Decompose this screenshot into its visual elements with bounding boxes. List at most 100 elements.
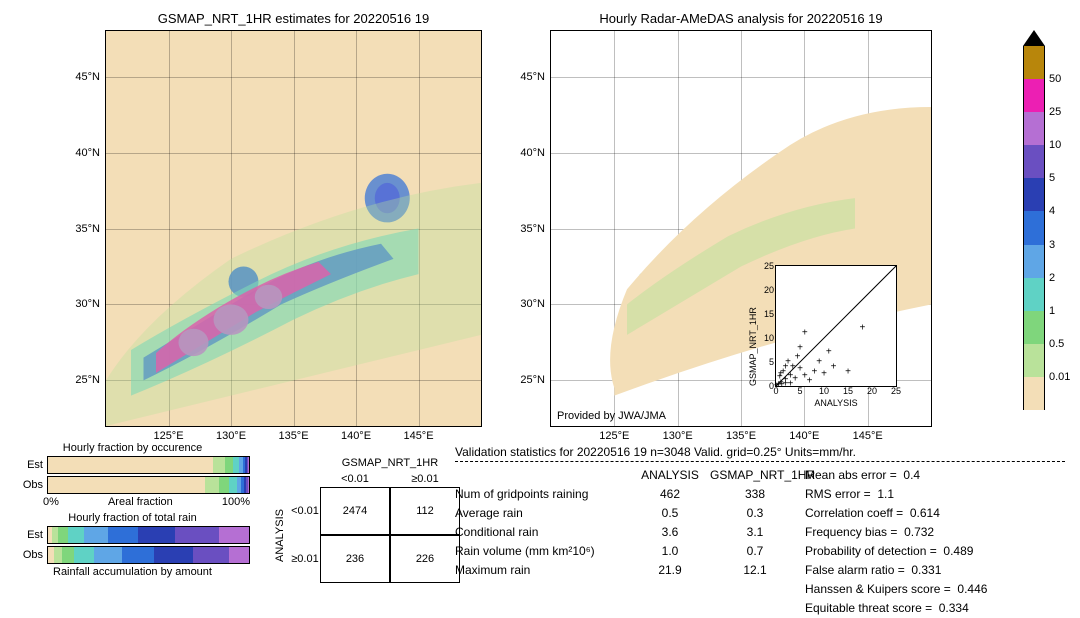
stat-label: Equitable threat score = [805, 601, 932, 615]
hourly-fraction-panel: Hourly fraction by occurence Est Obs 0% Area… [15, 442, 250, 580]
x-tick: 130°E [663, 426, 693, 442]
ct-cell: 2474 [320, 487, 390, 535]
stat-label: Mean abs error = [805, 468, 897, 482]
contingency-table: GSMAP_NRT_1HR<0.01≥0.01ANALYSIS<0.012474… [270, 455, 460, 583]
ct-col-label: ≥0.01 [411, 473, 438, 485]
stat-label: Num of gridpoints raining [455, 485, 630, 504]
y-tick: 40°N [520, 147, 551, 159]
y-tick: 25°N [520, 374, 551, 386]
stat-label: Hanssen & Kuipers score = [805, 582, 951, 596]
accum-title: Rainfall accumulation by amount [15, 566, 250, 578]
stat-value: 0.732 [904, 525, 934, 539]
col-header-analysis: ANALYSIS [630, 466, 710, 485]
legend-tick: 0.01 [1049, 371, 1070, 383]
stat-value: 0.489 [943, 544, 973, 558]
legend-swatch [1023, 112, 1045, 145]
legend-swatch [1023, 79, 1045, 112]
map-left: GSMAP_NRT_1HR estimates for 20220516 192… [105, 30, 482, 427]
table-row: Conditional rain3.63.1 [455, 523, 805, 542]
stat-label: Frequency bias = [805, 525, 897, 539]
y-tick: 25°N [75, 374, 106, 386]
stat-value: 0.334 [939, 601, 969, 615]
legend-arrow-icon [1023, 30, 1045, 46]
legend-swatch [1023, 377, 1045, 410]
stat-value: 12.1 [710, 561, 800, 580]
fraction-bar [47, 526, 250, 544]
stat-value: 1.0 [630, 542, 710, 561]
table-row: Correlation coeff = 0.614 [805, 504, 1065, 523]
row-label: Obs [15, 549, 47, 561]
ct-col-title: GSMAP_NRT_1HR [342, 457, 438, 469]
table-row: RMS error = 1.1 [805, 485, 1065, 504]
ct-cell: 112 [390, 487, 460, 535]
table-row: Hanssen & Kuipers score = 0.446 [805, 580, 1065, 599]
legend-swatch [1023, 344, 1045, 377]
legend-swatch [1023, 145, 1045, 178]
ct-cell: 226 [390, 535, 460, 583]
stat-value: 0.614 [910, 506, 940, 520]
pct-label: 100% [222, 496, 250, 508]
legend-tick: 50 [1049, 73, 1061, 85]
ct-row-label: <0.01 [291, 505, 319, 517]
y-tick: 45°N [520, 71, 551, 83]
occ-title: Hourly fraction by occurence [15, 442, 250, 454]
validation-stats: Validation statistics for 20220516 19 n=… [455, 445, 1065, 618]
stat-label: Correlation coeff = [805, 506, 903, 520]
stat-value: 0.4 [903, 468, 920, 482]
stat-value: 462 [630, 485, 710, 504]
map-title: Hourly Radar-AMeDAS analysis for 2022051… [551, 11, 931, 26]
rain-title: Hourly fraction of total rain [15, 512, 250, 524]
attribution: Provided by JWA/JMA [557, 410, 666, 422]
pct-label: 0% [43, 496, 59, 508]
stat-value: 0.331 [911, 563, 941, 577]
legend-tick: 3 [1049, 239, 1055, 251]
legend-tick: 0.5 [1049, 338, 1064, 350]
legend-swatch [1023, 46, 1045, 79]
row-label: Obs [15, 479, 47, 491]
stats-left-col: ANALYSIS GSMAP_NRT_1HR Num of gridpoints… [455, 466, 805, 618]
legend-swatch [1023, 211, 1045, 244]
table-row: Maximum rain21.912.1 [455, 561, 805, 580]
x-tick: 125°E [153, 426, 183, 442]
stat-value: 338 [710, 485, 800, 504]
y-tick: 40°N [75, 147, 106, 159]
col-header-gsmap: GSMAP_NRT_1HR [710, 466, 800, 485]
areal-label: Areal fraction [108, 496, 173, 508]
ct-cell: 236 [320, 535, 390, 583]
x-tick: 140°E [789, 426, 819, 442]
stat-value: 0.446 [957, 582, 987, 596]
table-row: False alarm ratio = 0.331 [805, 561, 1065, 580]
stat-value: 3.1 [710, 523, 800, 542]
x-tick: 135°E [278, 426, 308, 442]
stat-label: RMS error = [805, 487, 871, 501]
y-tick: 35°N [75, 223, 106, 235]
stat-label: False alarm ratio = [805, 563, 905, 577]
legend-swatch [1023, 245, 1045, 278]
ct-row-label: ≥0.01 [291, 553, 318, 565]
x-tick: 145°E [853, 426, 883, 442]
stat-value: 1.1 [877, 487, 894, 501]
stats-title: Validation statistics for 20220516 19 n=… [455, 445, 1065, 459]
stat-label: Rain volume (mm km²10⁶) [455, 542, 630, 561]
stats-right-col: Mean abs error = 0.4RMS error = 1.1Corre… [805, 466, 1065, 618]
legend-swatch [1023, 178, 1045, 211]
table-row: Num of gridpoints raining462338 [455, 485, 805, 504]
stat-value: 21.9 [630, 561, 710, 580]
legend-swatch [1023, 278, 1045, 311]
table-row: Frequency bias = 0.732 [805, 523, 1065, 542]
table-row: Rain volume (mm km²10⁶)1.00.7 [455, 542, 805, 561]
table-row: Average rain0.50.3 [455, 504, 805, 523]
color-legend: 0.010.512345102550 [1023, 30, 1045, 410]
legend-tick: 5 [1049, 172, 1055, 184]
row-label: Est [15, 459, 47, 471]
stat-value: 3.6 [630, 523, 710, 542]
x-tick: 145°E [403, 426, 433, 442]
x-tick: 135°E [726, 426, 756, 442]
stat-value: 0.5 [630, 504, 710, 523]
y-tick: 30°N [75, 298, 106, 310]
legend-tick: 2 [1049, 272, 1055, 284]
table-row: Probability of detection = 0.489 [805, 542, 1065, 561]
fraction-bar [47, 456, 250, 474]
divider [455, 461, 1065, 462]
x-tick: 140°E [341, 426, 371, 442]
